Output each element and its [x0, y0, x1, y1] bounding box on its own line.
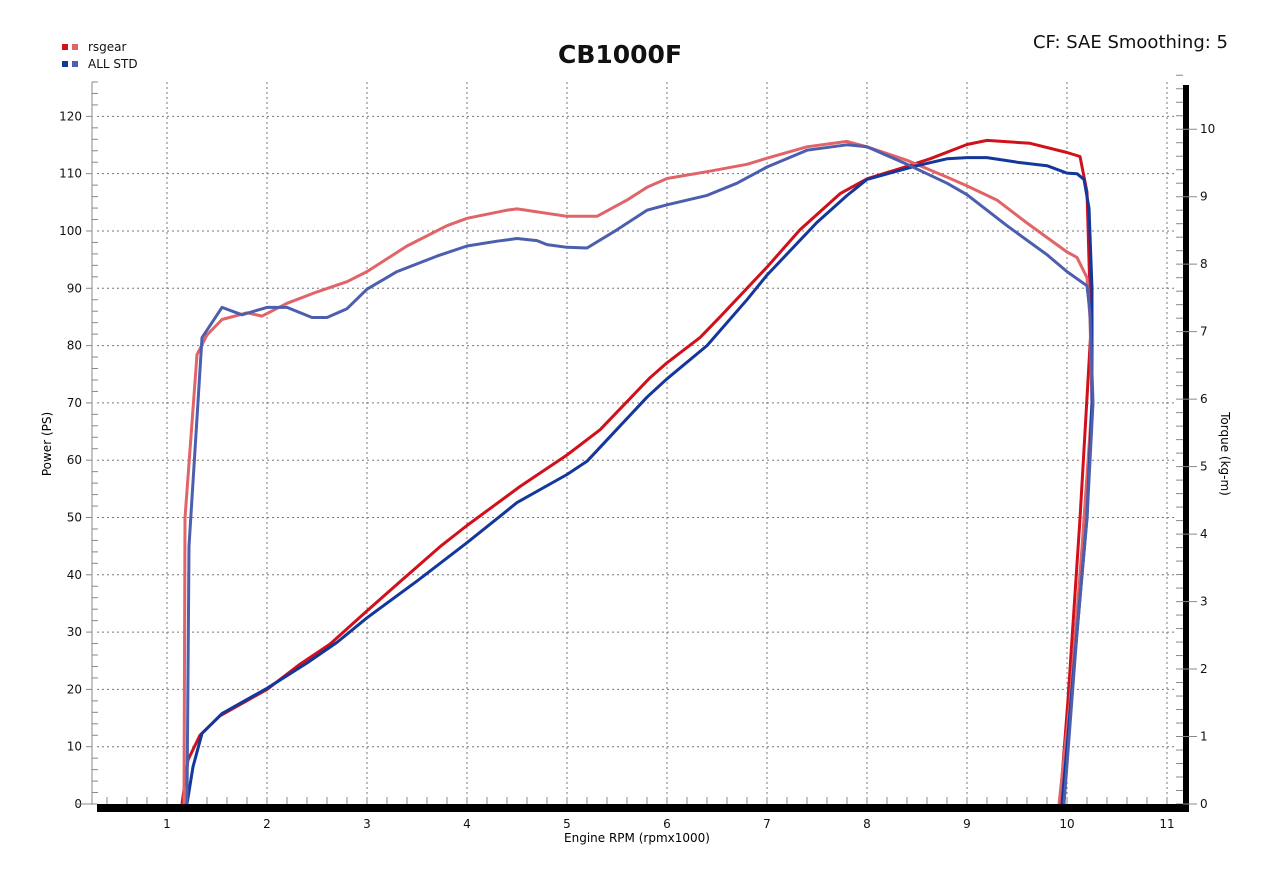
series-line-all-std-torque [185, 143, 1095, 805]
legend-swatch-torque [72, 60, 78, 67]
legend-swatch-torque [72, 43, 78, 50]
x-tick-label: 6 [663, 817, 671, 831]
x-tick-label: 5 [563, 817, 571, 831]
y-tick-label: 100 [59, 224, 82, 238]
y2-axis-label: Torque (kg-m) [1218, 412, 1232, 496]
y-tick-label: 90 [67, 281, 82, 295]
legend-swatch-power [62, 43, 68, 50]
y2-tick-label: 2 [1200, 662, 1208, 676]
y2-tick-label: 4 [1200, 527, 1208, 541]
x-tick-label: 9 [963, 817, 971, 831]
legend-item-all-std: ALL STD [62, 55, 138, 72]
x-axis-bar [97, 804, 1183, 812]
y2-tick-label: 9 [1200, 190, 1208, 204]
x-tick-label: 4 [463, 817, 471, 831]
legend-label: ALL STD [88, 56, 138, 71]
y2-tick-label: 6 [1200, 392, 1208, 406]
legend-item-rsgear: rsgear [62, 38, 138, 55]
x-tick-label: 11 [1159, 817, 1174, 831]
y2-tick-label: 0 [1200, 797, 1208, 811]
y2-tick-label: 3 [1200, 595, 1208, 609]
x-axis-label: Engine RPM (rpmx1000) [564, 831, 710, 845]
series-line-all-std-power [185, 156, 1094, 805]
y-tick-label: 70 [67, 396, 82, 410]
y-tick-label: 30 [67, 625, 82, 639]
y2-tick-label: 1 [1200, 730, 1208, 744]
y-axis-label: Power (PS) [40, 411, 54, 477]
y-tick-label: 80 [67, 339, 82, 353]
correction-annotation: CF: SAE Smoothing: 5 [1032, 32, 1228, 53]
x-tick-label: 1 [163, 817, 171, 831]
x-tick-label: 2 [263, 817, 271, 831]
y2-tick-label: 5 [1200, 460, 1208, 474]
series-line-rsgear-power [180, 138, 1093, 805]
y-tick-label: 110 [59, 167, 82, 181]
y2-tick-label: 7 [1200, 325, 1208, 339]
x-tick-label: 3 [363, 817, 371, 831]
y-tick-label: 10 [67, 740, 82, 754]
y-tick-label: 20 [67, 682, 82, 696]
legend-swatch-power [62, 60, 68, 67]
y-tick-label: 40 [67, 568, 82, 582]
legend: rsgear ALL STD [62, 38, 138, 72]
y-tick-label: 50 [67, 510, 82, 524]
y-tick-label: 120 [59, 109, 82, 123]
y2-tick-label: 10 [1200, 122, 1215, 136]
series-line-rsgear-torque [182, 139, 1094, 805]
legend-label: rsgear [88, 39, 127, 54]
x-tick-label: 8 [863, 817, 871, 831]
y-tick-label: 60 [67, 453, 82, 467]
x-tick-label: 10 [1059, 817, 1074, 831]
y2-tick-label: 8 [1200, 257, 1208, 271]
x-tick-label: 7 [763, 817, 771, 831]
y2-axis-bar [1183, 85, 1189, 812]
chart-title: CB1000F [557, 40, 683, 69]
